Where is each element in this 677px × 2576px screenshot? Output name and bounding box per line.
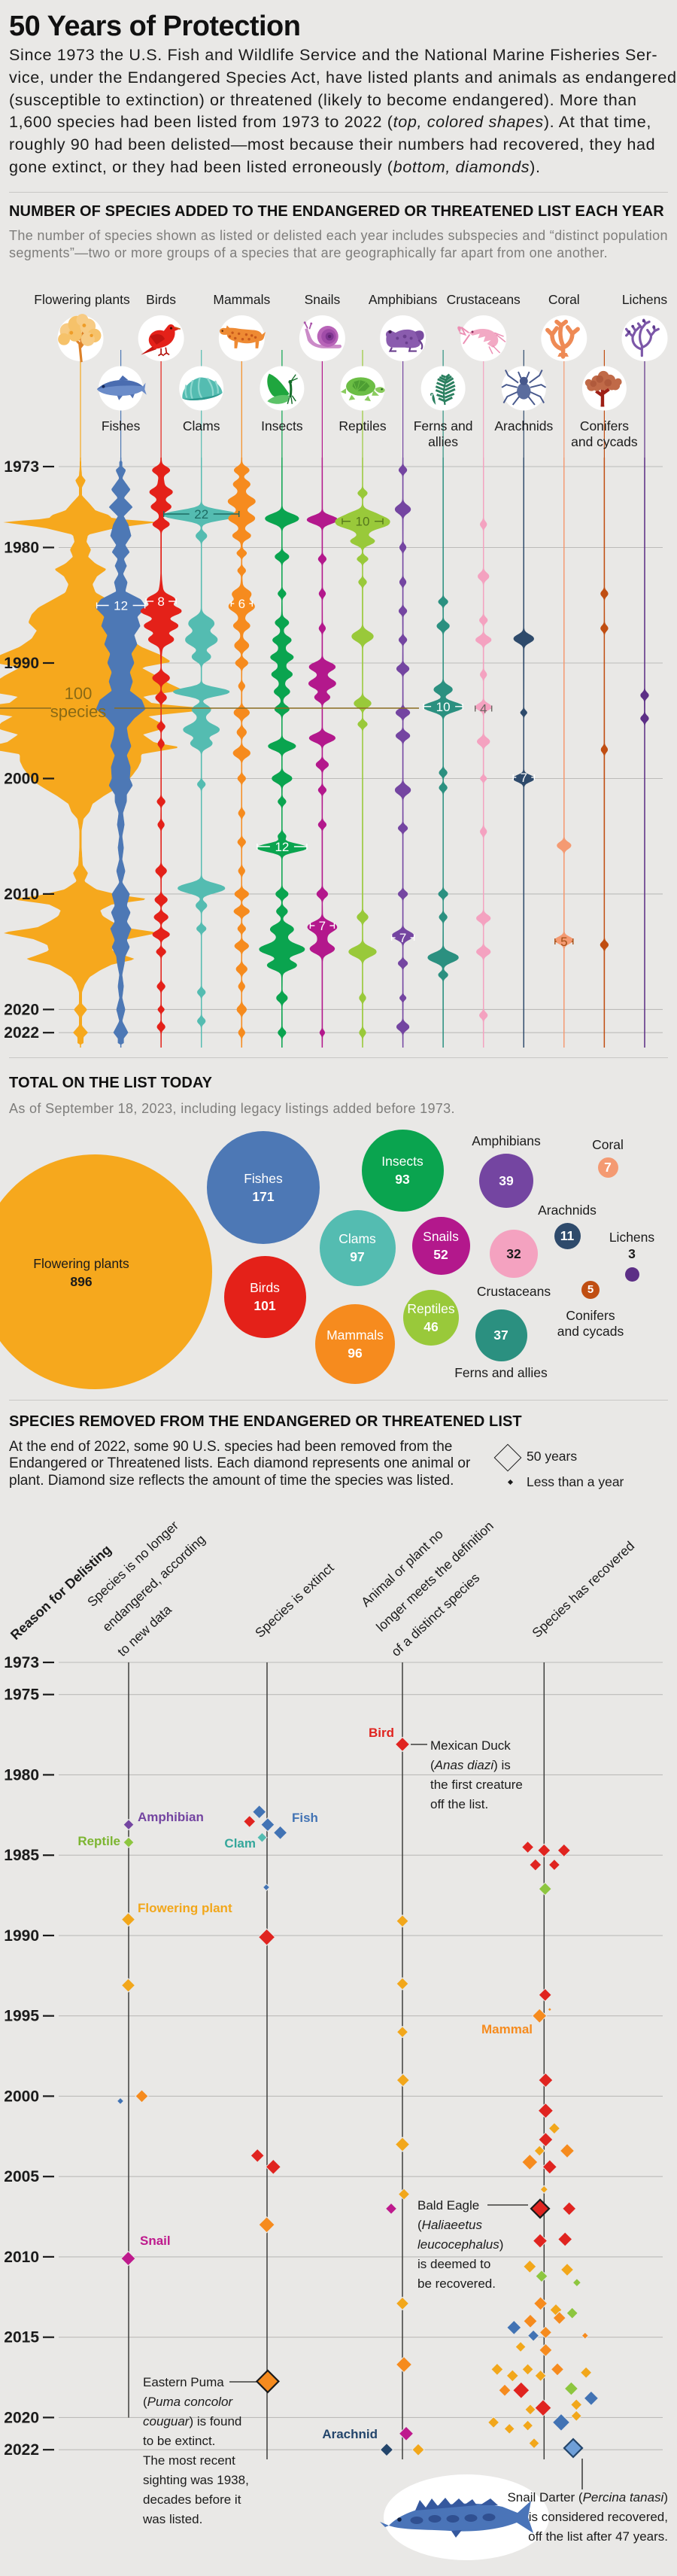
svg-text:12: 12 bbox=[114, 599, 128, 613]
svg-text:2022: 2022 bbox=[4, 1024, 39, 1042]
svg-text:12: 12 bbox=[275, 840, 289, 854]
svg-text:is deemed to: is deemed to bbox=[417, 2257, 490, 2271]
svg-text:6: 6 bbox=[238, 597, 245, 611]
svg-text:(Haliaeetus: (Haliaeetus bbox=[417, 2218, 482, 2232]
svg-text:2020: 2020 bbox=[4, 2409, 39, 2426]
svg-text:1975: 1975 bbox=[4, 1686, 39, 1704]
svg-text:species: species bbox=[50, 702, 107, 721]
svg-text:1985: 1985 bbox=[4, 1847, 39, 1864]
svg-text:1980: 1980 bbox=[4, 540, 39, 557]
svg-text:and cycads: and cycads bbox=[571, 434, 638, 449]
svg-text:(Puma concolor: (Puma concolor bbox=[143, 2395, 233, 2409]
svg-text:Conifers: Conifers bbox=[580, 418, 629, 433]
svg-text:Flowering plant: Flowering plant bbox=[138, 1901, 232, 1915]
svg-text:5: 5 bbox=[560, 935, 567, 949]
svg-text:1980: 1980 bbox=[4, 1766, 39, 1784]
svg-text:Reptiles: Reptiles bbox=[338, 418, 386, 433]
svg-text:2005: 2005 bbox=[4, 2168, 39, 2185]
svg-text:off the list after 47 years.: off the list after 47 years. bbox=[528, 2529, 668, 2544]
svg-text:Bald Eagle: Bald Eagle bbox=[417, 2198, 479, 2213]
svg-text:Species is extinct: Species is extinct bbox=[252, 1560, 337, 1641]
svg-text:Crustaceans: Crustaceans bbox=[447, 292, 521, 307]
svg-text:Amphibians: Amphibians bbox=[369, 292, 438, 307]
svg-text:1973: 1973 bbox=[4, 458, 39, 476]
svg-text:sighting was 1938,: sighting was 1938, bbox=[143, 2473, 249, 2487]
svg-text:Snail: Snail bbox=[140, 2234, 171, 2248]
svg-text:1973: 1973 bbox=[4, 1654, 39, 1671]
svg-text:8: 8 bbox=[157, 595, 164, 609]
svg-text:Mammals: Mammals bbox=[213, 292, 270, 307]
svg-text:to be extinct.: to be extinct. bbox=[143, 2434, 215, 2448]
svg-text:(Anas diazi) is: (Anas diazi) is bbox=[430, 1758, 511, 1772]
svg-text:7: 7 bbox=[399, 931, 406, 945]
svg-text:Bird: Bird bbox=[369, 1726, 394, 1740]
svg-text:1990: 1990 bbox=[4, 1927, 39, 1945]
svg-text:2000: 2000 bbox=[4, 2088, 39, 2105]
svg-text:allies: allies bbox=[428, 434, 458, 449]
svg-text:Species has recovered: Species has recovered bbox=[529, 1538, 637, 1641]
svg-text:22: 22 bbox=[194, 507, 208, 522]
svg-text:Coral: Coral bbox=[548, 292, 580, 307]
svg-text:decades before it: decades before it bbox=[143, 2492, 241, 2507]
svg-text:Birds: Birds bbox=[146, 292, 176, 307]
svg-text:Flowering plants: Flowering plants bbox=[34, 292, 130, 307]
svg-text:100: 100 bbox=[65, 684, 93, 703]
svg-text:Snails: Snails bbox=[305, 292, 341, 307]
svg-text:2010: 2010 bbox=[4, 886, 39, 903]
svg-text:2020: 2020 bbox=[4, 1001, 39, 1018]
svg-text:The most recent: The most recent bbox=[143, 2453, 235, 2468]
svg-text:off the list.: off the list. bbox=[430, 1797, 488, 1811]
svg-text:1995: 1995 bbox=[4, 2008, 39, 2025]
svg-text:2022: 2022 bbox=[4, 2441, 39, 2459]
svg-text:7: 7 bbox=[319, 919, 326, 933]
svg-text:10: 10 bbox=[436, 700, 451, 714]
svg-text:2000: 2000 bbox=[4, 771, 39, 788]
svg-text:couguar) is found: couguar) is found bbox=[143, 2414, 241, 2428]
svg-text:7: 7 bbox=[521, 771, 527, 785]
svg-text:Mexican Duck: Mexican Duck bbox=[430, 1738, 511, 1753]
svg-text:Clam: Clam bbox=[224, 1836, 256, 1851]
svg-text:the first creature: the first creature bbox=[430, 1778, 523, 1792]
svg-text:Snail Darter (Percina tanasi): Snail Darter (Percina tanasi) bbox=[507, 2490, 668, 2505]
svg-text:2015: 2015 bbox=[4, 2329, 39, 2346]
svg-text:Arachnid: Arachnid bbox=[322, 2427, 378, 2441]
svg-text:2010: 2010 bbox=[4, 2249, 39, 2266]
svg-text:Eastern Puma: Eastern Puma bbox=[143, 2375, 224, 2389]
svg-text:leucocephalus): leucocephalus) bbox=[417, 2237, 503, 2252]
svg-text:Insects: Insects bbox=[261, 418, 303, 433]
svg-text:Mammal: Mammal bbox=[481, 2022, 533, 2036]
svg-text:Amphibian: Amphibian bbox=[138, 1810, 204, 1824]
svg-text:Lichens: Lichens bbox=[622, 292, 668, 307]
svg-text:is considered recovered,: is considered recovered, bbox=[529, 2510, 668, 2524]
svg-text:Fishes: Fishes bbox=[102, 418, 141, 433]
svg-text:1990: 1990 bbox=[4, 655, 39, 672]
svg-text:Arachnids: Arachnids bbox=[494, 418, 553, 433]
svg-text:Ferns and: Ferns and bbox=[414, 418, 473, 433]
svg-text:10: 10 bbox=[356, 515, 370, 529]
svg-text:Clams: Clams bbox=[183, 418, 220, 433]
svg-text:Reptile: Reptile bbox=[77, 1834, 120, 1848]
svg-text:be recovered.: be recovered. bbox=[417, 2276, 496, 2291]
svg-text:4: 4 bbox=[480, 702, 487, 716]
svg-text:was listed.: was listed. bbox=[142, 2512, 202, 2526]
svg-text:Fish: Fish bbox=[292, 1811, 318, 1825]
